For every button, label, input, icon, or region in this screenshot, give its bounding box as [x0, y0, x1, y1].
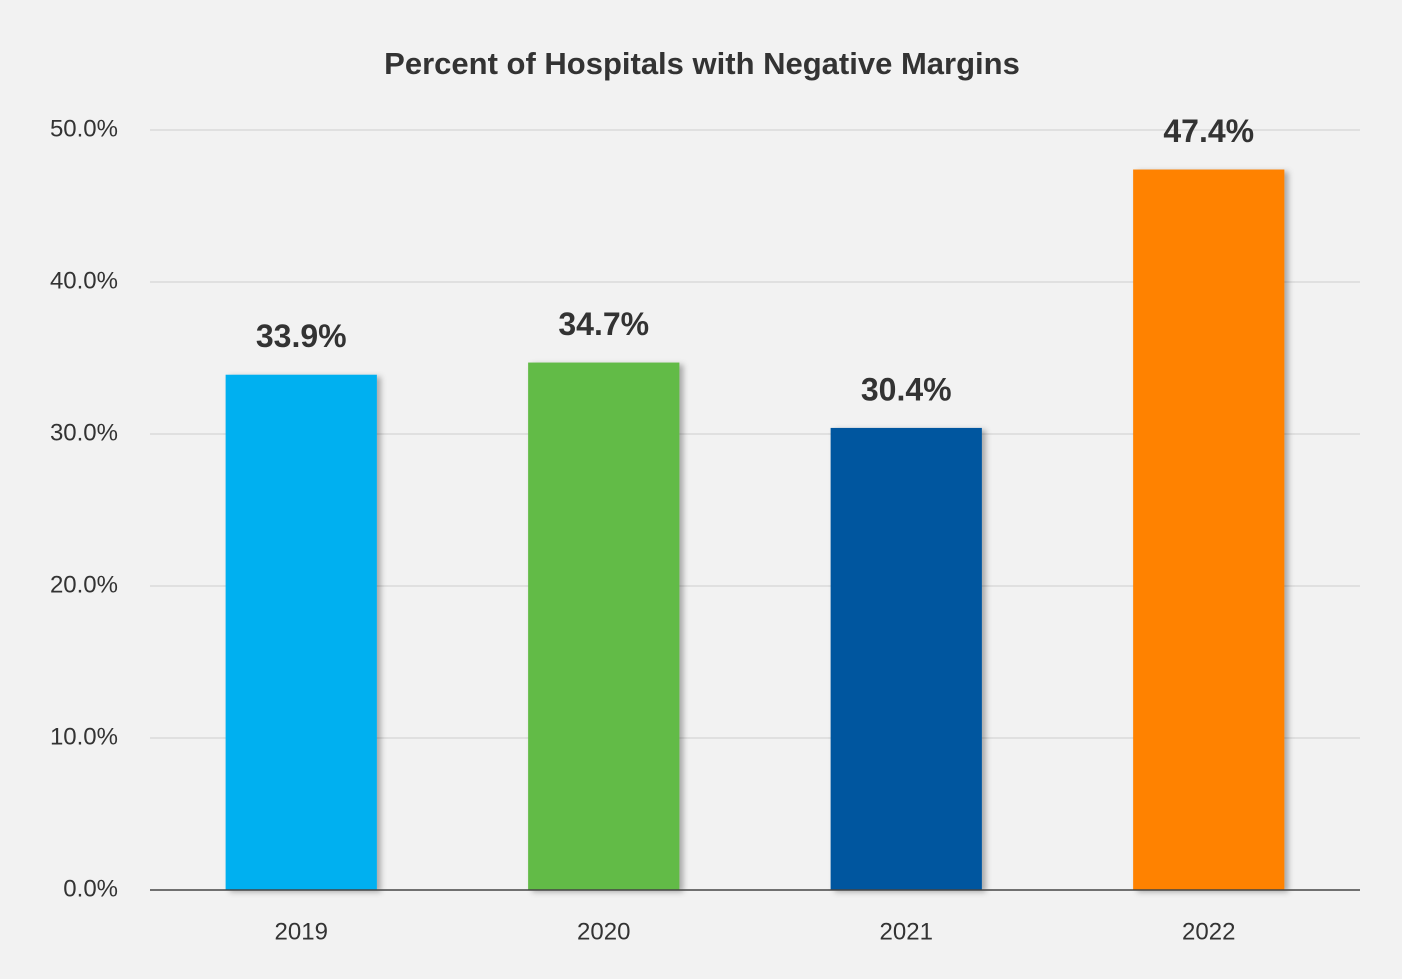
y-tick-label: 20.0% — [50, 571, 118, 598]
y-tick-label: 10.0% — [50, 723, 118, 750]
x-tick-label: 2022 — [1182, 918, 1235, 945]
y-tick-label: 30.0% — [50, 419, 118, 446]
y-tick-label: 40.0% — [50, 267, 118, 294]
data-label: 34.7% — [558, 306, 649, 342]
bar — [225, 374, 377, 891]
y-tick-label: 0.0% — [63, 875, 118, 902]
bar — [1133, 169, 1285, 890]
data-label: 33.9% — [256, 318, 347, 354]
data-label: 47.4% — [1163, 113, 1254, 149]
chart-title: Percent of Hospitals with Negative Margi… — [384, 46, 1020, 81]
bar — [528, 362, 680, 890]
x-tick-label: 2019 — [275, 918, 328, 945]
bar — [830, 427, 982, 890]
x-tick-label: 2020 — [577, 918, 630, 945]
y-tick-label: 50.0% — [50, 115, 118, 142]
x-tick-label: 2021 — [880, 918, 933, 945]
data-label: 30.4% — [861, 371, 952, 407]
